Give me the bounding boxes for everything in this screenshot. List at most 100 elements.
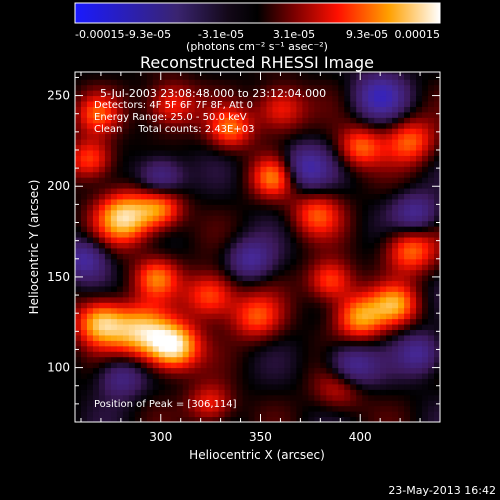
heatmap-cell — [314, 149, 321, 156]
heatmap-cell — [374, 291, 381, 298]
heatmap-cell — [272, 155, 279, 162]
heatmap-cell — [344, 285, 351, 292]
heatmap-cell — [224, 237, 232, 243]
heatmap-cell — [98, 280, 106, 287]
heatmap-cell — [362, 389, 369, 396]
heatmap-cell — [362, 155, 369, 162]
heatmap-cell — [254, 160, 261, 167]
heatmap-cell — [302, 84, 309, 91]
heatmap-cell — [320, 166, 327, 173]
heatmap-cell — [230, 237, 238, 243]
heatmap-cell — [200, 247, 208, 254]
heatmap-cell — [338, 188, 345, 195]
heatmap-cell — [236, 340, 244, 347]
heatmap-cell — [428, 340, 435, 347]
heatmap-cell — [80, 389, 88, 396]
heatmap-cell — [182, 264, 190, 271]
heatmap-cell — [86, 389, 94, 396]
heatmap-cell — [320, 275, 327, 282]
heatmap-cell — [146, 247, 154, 254]
heatmap-cell — [428, 95, 435, 102]
heatmap-cell — [338, 296, 345, 303]
heatmap-cell — [170, 79, 178, 86]
heatmap-cell — [230, 204, 238, 211]
heatmap-cell — [92, 340, 100, 347]
heatmap-cell — [296, 411, 303, 418]
heatmap-cell — [75, 356, 82, 363]
heatmap-cell — [236, 226, 244, 233]
heatmap-cell — [75, 411, 82, 418]
heatmap-cell — [134, 313, 142, 320]
heatmap-cell — [356, 313, 363, 320]
heatmap-cell — [200, 101, 208, 107]
heatmap-cell — [344, 95, 351, 102]
heatmap-cell — [356, 253, 363, 260]
heatmap-cell — [224, 84, 232, 91]
heatmap-cell — [404, 373, 411, 379]
heatmap-cell — [266, 362, 273, 369]
heatmap-cell — [236, 324, 244, 331]
heatmap-cell — [416, 90, 423, 97]
heatmap-cell — [338, 405, 345, 412]
heatmap-cell — [188, 285, 196, 292]
heatmap-cell — [182, 373, 190, 379]
heatmap-cell — [434, 258, 440, 265]
heatmap-cell — [434, 389, 440, 396]
heatmap-cell — [92, 182, 100, 189]
heatmap-cell — [86, 133, 94, 140]
heatmap-cell — [248, 307, 256, 314]
heatmap-cell — [380, 144, 387, 151]
heatmap-cell — [302, 101, 309, 107]
heatmap-cell — [98, 340, 106, 347]
heatmap-cell — [110, 231, 118, 238]
heatmap-cell — [170, 340, 178, 347]
heatmap-cell — [86, 231, 94, 238]
heatmap-cell — [218, 128, 226, 135]
heatmap-cell — [75, 139, 82, 146]
heatmap-cell — [218, 204, 226, 211]
heatmap-cell — [116, 188, 124, 195]
heatmap-cell — [218, 122, 226, 129]
heatmap-cell — [272, 79, 279, 86]
heatmap-cell — [242, 269, 250, 276]
heatmap-cell — [260, 247, 267, 254]
heatmap-cell — [254, 182, 261, 189]
heatmap-cell — [206, 133, 214, 140]
heatmap-cell — [278, 389, 285, 396]
heatmap-cell — [254, 351, 261, 358]
heatmap-cell — [122, 411, 130, 418]
heatmap-cell — [122, 334, 130, 341]
heatmap-cell — [398, 307, 405, 314]
heatmap-cell — [290, 367, 297, 374]
heatmap-cell — [350, 307, 357, 314]
heatmap-cell — [218, 198, 226, 205]
footer-date: 23-May-2013 16:42 — [388, 484, 496, 497]
heatmap-cell — [290, 247, 297, 254]
heatmap-cell — [296, 367, 303, 374]
heatmap-cell — [434, 296, 440, 303]
heatmap-cell — [350, 334, 357, 341]
heatmap-cell — [182, 405, 190, 412]
heatmap-cell — [404, 416, 411, 422]
heatmap-cell — [314, 373, 321, 379]
heatmap-cell — [350, 373, 357, 379]
heatmap-cell — [248, 334, 256, 341]
heatmap-cell — [254, 329, 261, 336]
heatmap-cell — [170, 198, 178, 205]
heatmap-cell — [134, 416, 142, 422]
heatmap-cell — [164, 318, 172, 325]
heatmap-cell — [236, 149, 244, 156]
heatmap-cell — [404, 171, 411, 178]
heatmap-cell — [290, 166, 297, 173]
heatmap-cell — [290, 128, 297, 135]
heatmap-cell — [230, 324, 238, 331]
heatmap-cell — [188, 128, 196, 135]
heatmap-cell — [176, 177, 184, 184]
heatmap-cell — [404, 378, 411, 385]
heatmap-cell — [326, 264, 333, 271]
heatmap-cell — [116, 269, 124, 276]
heatmap-cell — [110, 394, 118, 401]
heatmap-cell — [75, 204, 82, 211]
heatmap-cell — [326, 329, 333, 336]
heatmap-cell — [146, 215, 154, 222]
